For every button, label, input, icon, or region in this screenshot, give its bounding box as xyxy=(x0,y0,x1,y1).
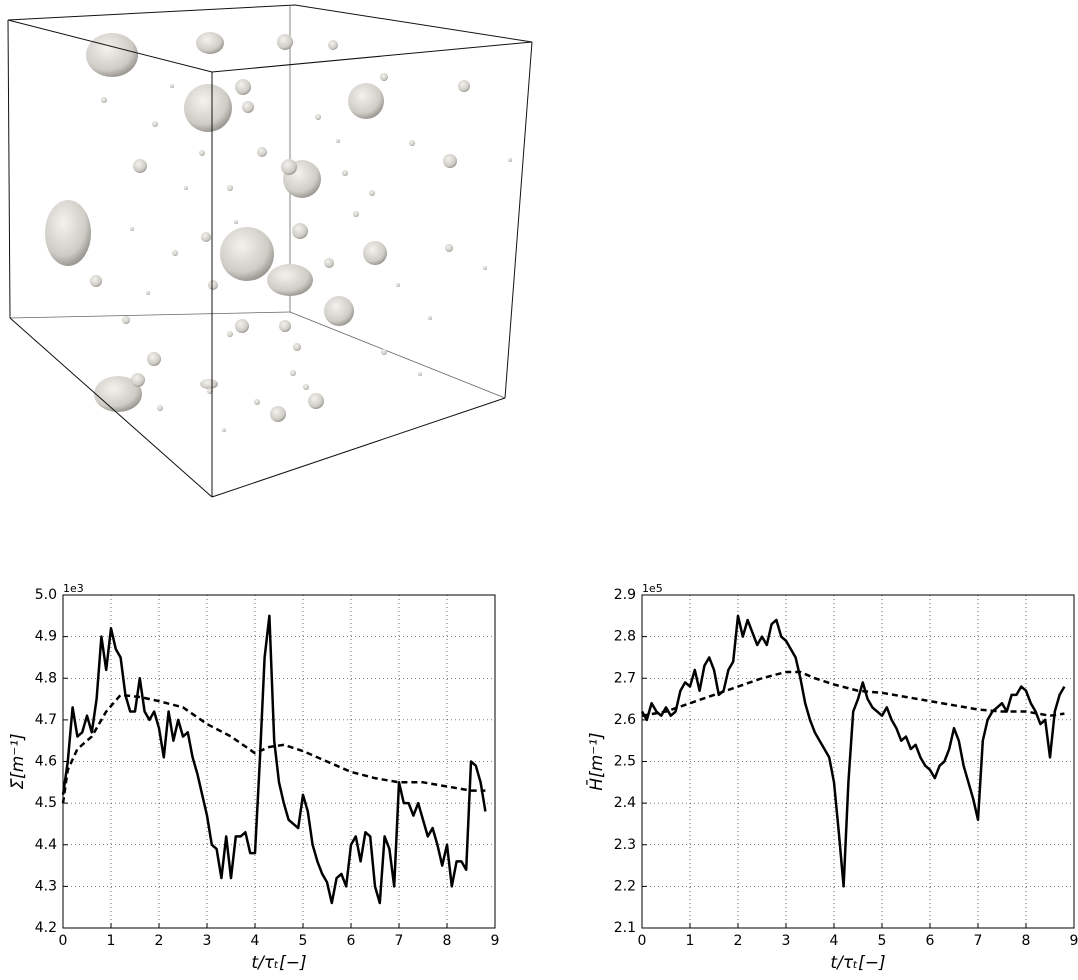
x-tick-label: 1 xyxy=(107,933,116,949)
y-tick-label: 5.0 xyxy=(35,587,57,603)
y-tick-label: 4.5 xyxy=(35,795,57,811)
y-tick-label: 4.2 xyxy=(35,920,57,936)
x-tick-label: 3 xyxy=(782,933,791,949)
y-offset-label: 1e3 xyxy=(63,582,84,595)
y-tick-label: 2.6 xyxy=(614,712,636,728)
x-tick-label: 7 xyxy=(974,933,983,949)
y-tick-label: 4.6 xyxy=(35,754,57,770)
y-offset-label: 1e5 xyxy=(642,582,663,595)
y-tick-label: 2.9 xyxy=(614,587,636,603)
plot-frame xyxy=(62,594,496,929)
x-tick-label: 4 xyxy=(830,933,839,949)
y-tick-label: 2.3 xyxy=(614,837,636,853)
y-tick-label: 2.1 xyxy=(614,920,636,936)
y-tick-label: 2.8 xyxy=(614,629,636,645)
x-tick-label: 9 xyxy=(491,933,500,949)
x-tick-label: 0 xyxy=(59,933,68,949)
x-tick-label: 8 xyxy=(443,933,452,949)
x-tick-label: 8 xyxy=(1022,933,1031,949)
y-tick-label: 2.4 xyxy=(614,795,636,811)
x-tick-label: 9 xyxy=(1070,933,1078,949)
x-axis-label: t/τₜ[−] xyxy=(830,953,885,973)
y-tick-label: 4.8 xyxy=(35,670,57,686)
y-axis-label: Σ̄[m⁻¹] xyxy=(8,733,28,789)
x-tick-label: 7 xyxy=(395,933,404,949)
x-tick-label: 0 xyxy=(638,933,647,949)
series-line xyxy=(640,614,1066,888)
y-tick-label: 4.3 xyxy=(35,878,57,894)
y-axis-label: H̄[m⁻¹] xyxy=(585,732,607,790)
y-tick-label: 4.4 xyxy=(35,837,57,853)
x-tick-label: 2 xyxy=(734,933,743,949)
x-tick-label: 5 xyxy=(878,933,887,949)
plot-frame xyxy=(641,594,1075,929)
y-tick-label: 2.7 xyxy=(614,670,636,686)
x-tick-label: 1 xyxy=(686,933,695,949)
x-tick-label: 4 xyxy=(251,933,260,949)
series-line xyxy=(61,693,486,804)
x-tick-label: 2 xyxy=(155,933,164,949)
bubble-render xyxy=(7,4,533,498)
series-line xyxy=(61,614,487,905)
x-tick-label: 3 xyxy=(203,933,212,949)
y-tick-label: 4.7 xyxy=(35,712,57,728)
y-tick-label: 2.5 xyxy=(614,754,636,770)
x-tick-label: 6 xyxy=(926,933,935,949)
series-line xyxy=(641,670,1065,717)
y-tick-label: 4.9 xyxy=(35,629,57,645)
x-tick-label: 5 xyxy=(299,933,308,949)
x-axis-label: t/τₜ[−] xyxy=(251,953,306,973)
y-tick-label: 2.2 xyxy=(614,878,636,894)
x-tick-label: 6 xyxy=(347,933,356,949)
